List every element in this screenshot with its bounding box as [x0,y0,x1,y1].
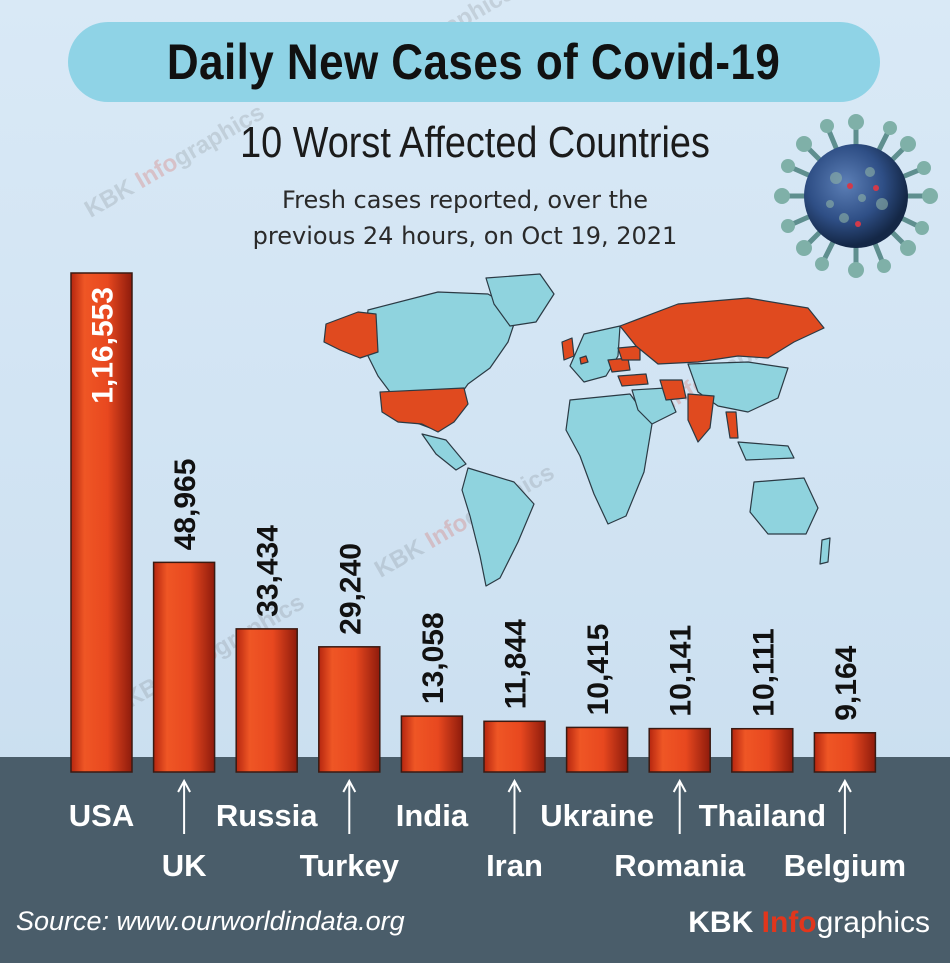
bar-iran [483,720,546,773]
value-label-ukraine: 10,415 [582,624,615,716]
category-label-iran: Iran [486,848,543,883]
value-labels-group: 1,16,553 48,965 33,434 29,240 13,058 11,844 10… [87,287,863,721]
bar-russia [235,628,298,773]
bar-belgium [813,732,877,773]
brand-logo: KBK Infographics [688,906,930,940]
category-label-ukraine: Ukraine [540,798,654,833]
up-arrow-icon [177,778,191,834]
description-line-1: Fresh cases reported, over the [282,186,648,214]
category-label-russia: Russia [216,798,318,833]
bar-romania [648,727,711,773]
value-label-usa: 1,16,553 [87,287,120,404]
arrows-group [177,778,852,834]
category-label-india: India [396,798,469,833]
brand-part-1: KBK [688,906,762,939]
description-line-2: previous 24 hours, on Oct 19, 2021 [252,222,678,250]
value-label-india: 13,058 [417,612,450,704]
bar-ukraine [565,726,629,773]
value-label-belgium: 9,164 [830,645,863,720]
bar-usa [70,272,133,773]
category-label-thailand: Thailand [699,798,826,833]
value-label-russia: 33,434 [252,525,285,617]
value-label-iran: 11,844 [500,619,533,709]
chart-subtitle: 10 Worst Affected Countries [240,118,710,167]
title-banner: Daily New Cases of Covid-19 [68,22,880,102]
world-map-icon [323,273,831,587]
source-note: Source: www.ourworldindata.org [16,906,405,936]
baseline-ground [0,757,950,963]
category-label-belgium: Belgium [784,848,906,883]
value-label-romania: 10,141 [665,625,698,717]
bars-group [70,272,877,773]
coronavirus-icon [774,114,938,278]
chart-description: Fresh cases reported, over the previous … [230,182,700,254]
category-label-usa: USA [69,798,134,833]
bar-uk [152,561,216,773]
up-arrow-icon [838,778,852,834]
up-arrow-icon [672,778,687,834]
up-arrow-icon [342,778,357,834]
category-label-uk: UK [162,848,207,883]
bar-india [400,715,464,773]
up-arrow-icon [507,778,522,834]
bar-turkey [318,646,381,773]
value-label-uk: 48,965 [169,459,202,551]
chart-title: Daily New Cases of Covid-19 [167,34,781,90]
brand-part-3: graphics [816,906,930,939]
value-label-turkey: 29,240 [334,543,367,635]
value-label-thailand: 10,111 [747,628,780,716]
category-labels-group: USA UK Russia Turkey India Iran Ukraine Romania… [69,798,906,883]
category-label-romania: Romania [614,848,746,883]
bar-thailand [731,727,794,773]
category-label-turkey: Turkey [300,848,400,883]
brand-part-2: Info [761,906,817,939]
